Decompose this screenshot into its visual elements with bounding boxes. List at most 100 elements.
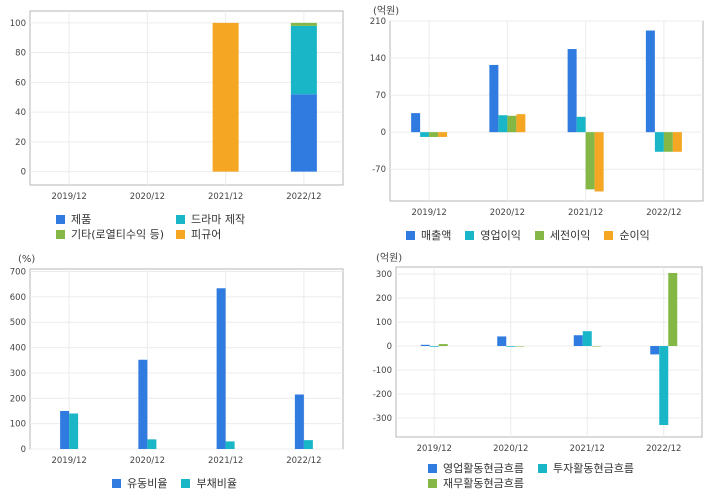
bar-series0-2022-12 [650,346,660,355]
x-tick-label: 2022/12 [646,208,681,218]
legend-label-financing-cf: 재무활동현금흐름 [443,477,524,490]
bar-series1-2022-12 [654,132,664,152]
bar-series1-2019-12 [69,413,79,449]
bar-series2-2022-12 [663,132,673,152]
bar-series1-2021-12 [582,331,592,347]
legend-label-other: 기타(로열티수익 등) [71,228,165,241]
legend-swatch-debt-ratio [181,479,191,488]
x-tick-label: 2019/12 [51,192,86,202]
legend-swatch-figure [176,230,185,239]
y-tick-label: 700 [10,268,26,278]
y-tick-label: 0 [21,445,26,455]
legend-label-product: 제품 [71,213,92,226]
x-tick-label: 2019/12 [411,208,446,218]
x-tick-label: 2021/12 [568,208,603,218]
y-tick-label: 210 [370,17,386,27]
bar-series1-2021-12 [576,116,586,133]
y-tick-label: 0 [21,168,26,178]
bar-series1-2020-12 [147,439,157,449]
legend-swatch-product [56,215,65,224]
x-tick-label: 2019/12 [51,456,86,466]
bar-series1-2021-12 [225,441,235,449]
bar-series1-2022-12 [659,346,669,426]
bar-series1-2019-12 [429,346,439,347]
x-tick-label: 2019/12 [417,444,452,454]
bar-series2-2021-12 [585,132,595,190]
x-tick-label: 2022/12 [286,456,321,466]
y-tick-label: 100 [376,318,392,328]
x-tick-label: 2021/12 [570,444,605,454]
bar-series2-2020-12 [515,346,525,347]
cashflow-legend: 영업활동현금흐름 투자활동현금흐름 재무활동현금흐름 [428,461,634,491]
y-tick-label: 300 [10,369,26,379]
y-tick-label: -100 [373,366,392,376]
plot-frame [29,10,344,186]
y-tick-label: 140 [370,54,386,64]
y-tick-label: 40 [15,108,26,118]
legend-label-net-income: 순이익 [619,229,650,242]
bar-series0-2019-12 [420,344,430,347]
legend-swatch-revenue [406,231,415,240]
cashflow-chart: -300 -200 -100 0 100 200 300 2019/12 2020/12 2021… [373,252,703,454]
bar-series0-2019-12 [411,113,421,133]
legend-label-pretax-income: 세전이익 [549,229,591,242]
legend-swatch-other [56,230,65,239]
bar-series1-2022-12 [303,440,313,449]
plot-frame [389,20,704,202]
y-tick-label: 80 [15,49,26,59]
legend-swatch-operating-cf [428,464,437,473]
bar-series0-2022-12 [294,394,304,449]
income-chart: -70 0 70 140 210 2019/12 2020/12 2021/12 2022/12… [370,5,704,218]
y-tick-label: -300 [373,414,392,424]
unit-label: (억원) [373,5,399,17]
bar-series3-2020-12 [516,114,526,133]
y-tick-label: 400 [10,344,26,354]
y-tick-label: -200 [373,390,392,400]
ratios-legend: 유동비율 부채비율 [112,476,237,491]
bar-series0-2019-12 [60,410,70,449]
x-tick-label: 2020/12 [490,208,525,218]
legend-swatch-drama [176,215,185,224]
bar-series2-2019-12 [429,132,439,137]
bar-series1-2019-12 [420,132,430,137]
legend-swatch-operating-income [465,231,475,240]
legend-label-debt-ratio: 부채비율 [196,477,237,490]
x-tick-label: 2020/12 [130,192,165,202]
legend-label-drama: 드라마 제작 [191,213,246,226]
x-tick-label: 2021/12 [208,192,243,202]
ratios-chart: 0 100 200 300 400 500 600 700 2019/12 2020/12 2021… [10,254,344,466]
bar-series0-2021-12 [567,49,577,133]
x-tick-label: 2020/12 [493,444,528,454]
legend-label-revenue: 매출액 [421,229,452,242]
y-tick-label: 600 [10,293,26,303]
bar-series2-2021-12 [591,346,601,347]
y-tick-label: 0 [387,342,392,352]
x-tick-label: 2020/12 [130,456,165,466]
y-tick-label: 100 [10,19,26,29]
bar-series2-2019-12 [438,344,448,347]
bar--2022-12 [290,25,317,95]
y-tick-label: 200 [376,294,392,304]
plot-frame [29,268,344,450]
bar-series0-2020-12 [489,64,499,133]
legend-swatch-financing-cf [428,479,437,488]
y-tick-label: -70 [372,165,386,175]
legend-label-operating-income: 영업이익 [480,229,521,242]
legend-label-investing-cf: 투자활동현금흐름 [553,462,634,475]
legend-label-figure: 피규어 [191,228,222,241]
unit-label: (%) [18,254,35,265]
bar-series1-2020-12 [498,115,508,133]
bar-series3-2021-12 [594,132,604,192]
bar--2021-12 [212,22,239,172]
unit-label: (억원) [376,252,402,264]
legend-label-operating-cf: 영업활동현금흐름 [443,462,524,475]
bar-series2-2022-12 [668,272,678,347]
x-tick-label: 2022/12 [286,192,321,202]
legend-swatch-investing-cf [538,464,547,473]
bar-series1-2020-12 [506,346,516,347]
legend-swatch-pretax-income [534,231,544,240]
bar--2022-12 [290,94,317,172]
x-tick-label: 2021/12 [208,456,243,466]
legend-swatch-current-ratio [112,479,121,488]
